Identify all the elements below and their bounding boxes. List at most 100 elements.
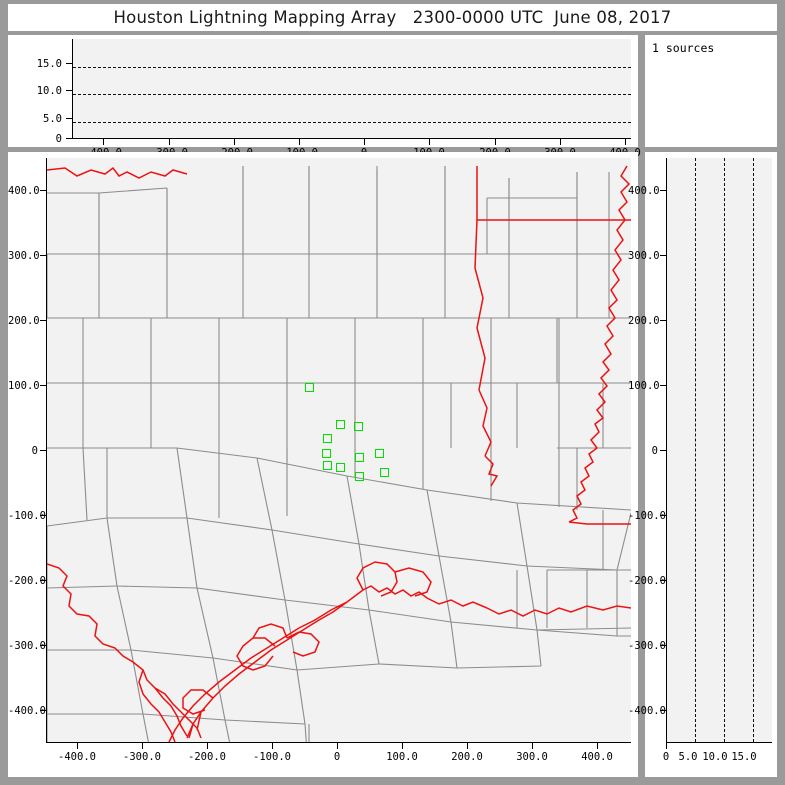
gridline-x-15: [753, 158, 754, 742]
y-tick-5: [66, 118, 73, 120]
alt-y-tick-label-400: 400.0: [628, 185, 660, 197]
map-y-tick-label-300: 300.0: [8, 250, 40, 262]
alt-x-tick-label-15: 15.0: [731, 751, 757, 763]
map-x-tick-label-300: 300.0: [516, 751, 548, 763]
state-border-coastline-layer: [47, 165, 631, 742]
map-x-tick-label-m400: -400.0: [58, 751, 96, 763]
map-y-tick-200: [40, 320, 47, 322]
station-marker[interactable]: [354, 453, 364, 463]
alt-y-tick-200: [660, 320, 667, 322]
altitude-plot-area[interactable]: [667, 158, 772, 742]
alt-x-tick-0: [666, 742, 668, 749]
station-marker[interactable]: [353, 422, 363, 431]
x-tick-m200: [234, 138, 236, 145]
x-tick-400: [625, 138, 627, 145]
map-x-tick-label-200: 200.0: [451, 751, 483, 763]
map-x-tick-200: [467, 742, 469, 749]
alt-y-tick-m400: [660, 710, 667, 712]
alt-x-tick-label-5: 5.0: [678, 751, 698, 763]
plan-view-map-panel[interactable]: 400.0 300.0 200.0 100.0 0 -100.0 -200.0 …: [8, 152, 638, 777]
station-marker[interactable]: [335, 463, 345, 473]
map-y-tick-label-100: 100.0: [8, 380, 40, 392]
altitude-north-panel[interactable]: 400.0 300.0 200.0 100.0 0 -100.0 -200.0 …: [628, 152, 777, 777]
map-x-tick-m400: [77, 742, 79, 749]
map-y-tick-label-m400: -400.0: [8, 705, 46, 717]
station-marker[interactable]: [322, 460, 332, 470]
map-x-tick-300: [532, 742, 534, 749]
gridline-y-15: [73, 67, 631, 68]
map-y-tick-label-m300: -300.0: [8, 640, 46, 652]
alt-y-tick-label-200: 200.0: [628, 315, 660, 327]
alt-y-tick-0: [660, 450, 667, 452]
alt-y-tick-label-300: 300.0: [628, 250, 660, 262]
gridline-y-5: [73, 122, 631, 123]
station-marker[interactable]: [335, 420, 345, 430]
x-tick-200: [495, 138, 497, 145]
county-boundaries-layer: [47, 166, 631, 742]
time-height-panel[interactable]: 0 5.0 10.0 15.0 -400.0 -300.0 -200.0 -10…: [8, 35, 641, 159]
map-x-tick-m200: [207, 742, 209, 749]
alt-y-tick-label-m300: -300.0: [628, 640, 666, 652]
station-marker[interactable]: [323, 434, 333, 444]
station-marker[interactable]: [321, 449, 331, 459]
gridline-x-10: [724, 158, 725, 742]
map-x-tick-label-m100: -100.0: [253, 751, 291, 763]
x-axis-line: [72, 138, 631, 140]
sources-count-label: 1 sources: [652, 41, 715, 55]
y-tick-label-15: 15.0: [36, 58, 62, 70]
x-tick-100: [429, 138, 431, 145]
y-tick-label-0: 0: [55, 133, 62, 145]
map-x-tick-label-m300: -300.0: [123, 751, 161, 763]
alt-y-tick-label-0: 0: [651, 445, 658, 457]
title-bar: Houston Lightning Mapping Array 2300-000…: [8, 4, 777, 31]
map-y-tick-0: [40, 450, 47, 452]
map-x-tick-0: [337, 742, 339, 749]
map-y-tick-m200: [40, 580, 47, 582]
alt-y-tick-m200: [660, 580, 667, 582]
station-marker[interactable]: [305, 383, 315, 393]
map-x-tick-label-m200: -200.0: [188, 751, 226, 763]
map-y-tick-label-200: 200.0: [8, 315, 40, 327]
map-x-tick-400: [597, 742, 599, 749]
map-y-tick-m300: [40, 645, 47, 647]
map-x-tick-label-100: 100.0: [386, 751, 418, 763]
map-x-axis-line: [46, 742, 631, 744]
station-marker[interactable]: [375, 448, 385, 458]
alt-y-tick-m100: [660, 515, 667, 517]
map-y-tick-label-400: 400.0: [8, 185, 40, 197]
sources-panel[interactable]: 1 sources: [645, 35, 777, 147]
map-y-tick-label-m200: -200.0: [8, 575, 46, 587]
map-y-tick-300: [40, 255, 47, 257]
gridline-y-10: [73, 94, 631, 95]
map-y-tick-400: [40, 190, 47, 192]
map-x-tick-label-400: 400.0: [581, 751, 613, 763]
alt-y-tick-300: [660, 255, 667, 257]
alt-y-tick-400: [660, 190, 667, 192]
x-tick-0: [364, 138, 366, 145]
alt-y-tick-m300: [660, 645, 667, 647]
alt-y-tick-label-m100: -100.0: [628, 510, 666, 522]
map-x-tick-100: [402, 742, 404, 749]
map-y-tick-m400: [40, 710, 47, 712]
map-y-tick-label-m100: -100.0: [8, 510, 46, 522]
y-axis-line: [72, 39, 74, 139]
x-tick-m300: [169, 138, 171, 145]
alt-y-tick-label-m200: -200.0: [628, 575, 666, 587]
station-marker[interactable]: [355, 472, 365, 482]
y-tick-10: [66, 90, 73, 92]
y-tick-15: [66, 63, 73, 65]
page-title: Houston Lightning Mapping Array 2300-000…: [113, 8, 672, 27]
station-marker[interactable]: [379, 467, 389, 477]
map-y-tick-label-0: 0: [31, 445, 38, 457]
map-plot-area[interactable]: [47, 158, 631, 742]
gridline-x-5: [695, 158, 696, 742]
x-tick-m100: [299, 138, 301, 145]
y-tick-label-5: 5.0: [43, 113, 62, 125]
time-height-plot-area[interactable]: [73, 39, 631, 138]
alt-y-tick-100: [660, 385, 667, 387]
y-tick-label-10: 10.0: [36, 85, 62, 97]
x-tick-300: [560, 138, 562, 145]
map-y-tick-100: [40, 385, 47, 387]
x-tick-m400: [103, 138, 105, 145]
